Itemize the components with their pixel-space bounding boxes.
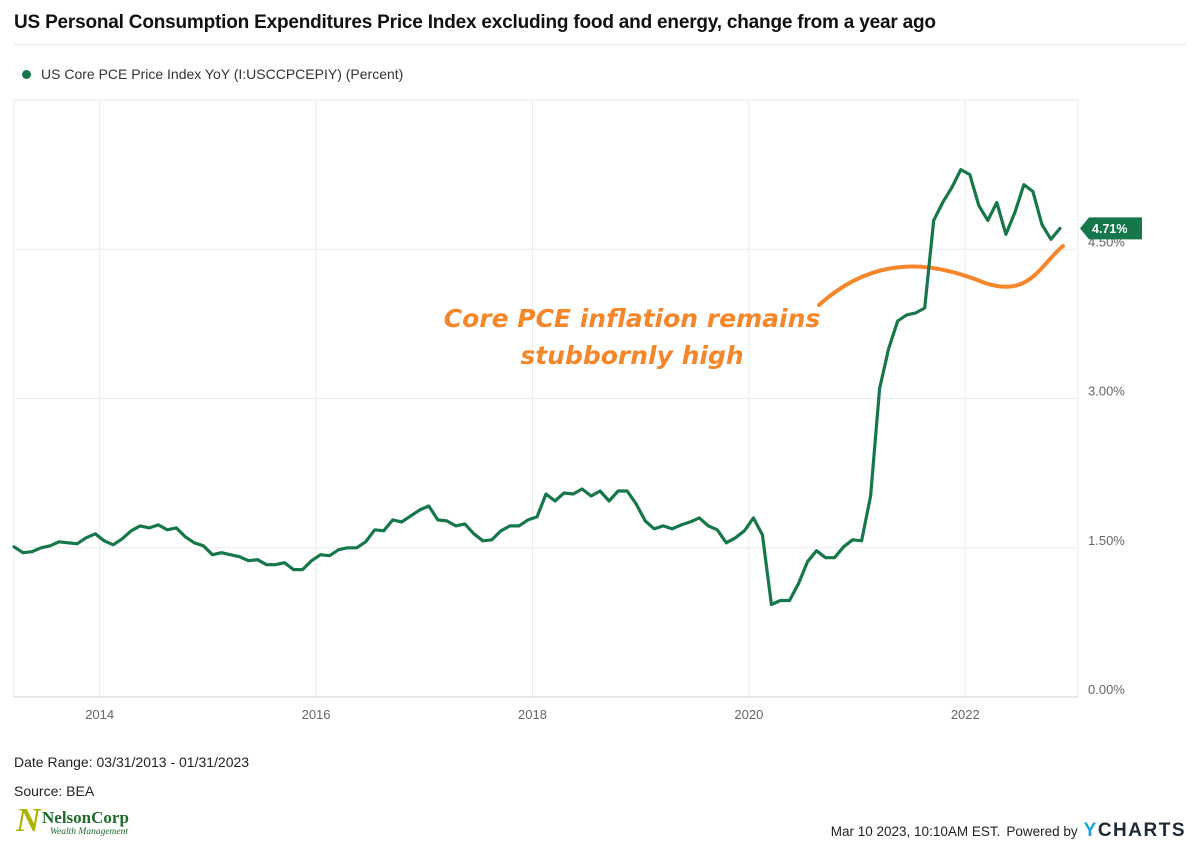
grid-lines: [13, 99, 1079, 698]
date-range: Date Range: 03/31/2013 - 01/31/2023: [14, 754, 250, 770]
x-tick-label-2018: 2018: [518, 707, 547, 722]
logo-name: NelsonCorp: [42, 808, 129, 827]
y-tick-label-1: 1.50%: [1088, 533, 1125, 548]
annotation-text-line-1: Core PCE inflation remains: [444, 304, 821, 333]
x-tick-label-2016: 2016: [302, 707, 331, 722]
timestamp: Mar 10 2023, 10:10AM EST.: [830, 824, 1001, 839]
legend-marker: [22, 69, 31, 79]
chart-title: US Personal Consumption Expenditures Pri…: [14, 12, 936, 33]
x-tick-label-2014: 2014: [85, 707, 114, 722]
x-tick-label-2020: 2020: [734, 707, 763, 722]
last-value-tag: 4.71%: [1080, 217, 1142, 240]
ycharts-logo[interactable]: YCHARTS: [1084, 820, 1186, 842]
ycharts-logo-y: Y: [1083, 820, 1098, 841]
legend-label: US Core PCE Price Index YoY (I:USCCPCEPI…: [41, 66, 404, 82]
x-tick-label-2022: 2022: [951, 707, 980, 722]
powered-by-label: Powered by: [1006, 824, 1078, 839]
last-value-label: 4.71%: [1092, 222, 1127, 236]
powered-by: Mar 10 2023, 10:10AM EST. Powered by YCH…: [831, 820, 1186, 842]
y-tick-label-2: 3.00%: [1088, 384, 1125, 399]
nelsoncorp-logo: N NelsonCorp Wealth Management: [16, 804, 156, 840]
chart-legend[interactable]: US Core PCE Price Index YoY (I:USCCPCEPI…: [22, 66, 403, 82]
logo-mark: N: [16, 802, 41, 839]
title-divider: [14, 44, 1186, 45]
source-note: Source: BEA: [14, 783, 95, 799]
series-layer: [12, 168, 1062, 607]
series-line-core-pce[interactable]: [12, 168, 1062, 607]
y-tick-label-0: 0.00%: [1088, 682, 1125, 697]
line-chart: 2014 2016 2018 2020 2022 0.00%1.50%3.00%4.50…: [12, 99, 1142, 722]
logo-subtitle: Wealth Management: [50, 827, 129, 837]
annotation-arrow: [817, 244, 1065, 307]
annotation-text-line-2: stubbornly high: [520, 341, 743, 370]
x-axis-ticks: 2014 2016 2018 2020 2022: [85, 707, 980, 722]
y-axis-ticks: 0.00%1.50%3.00%4.50%: [1088, 234, 1125, 697]
ycharts-logo-text: CHARTS: [1097, 820, 1186, 841]
